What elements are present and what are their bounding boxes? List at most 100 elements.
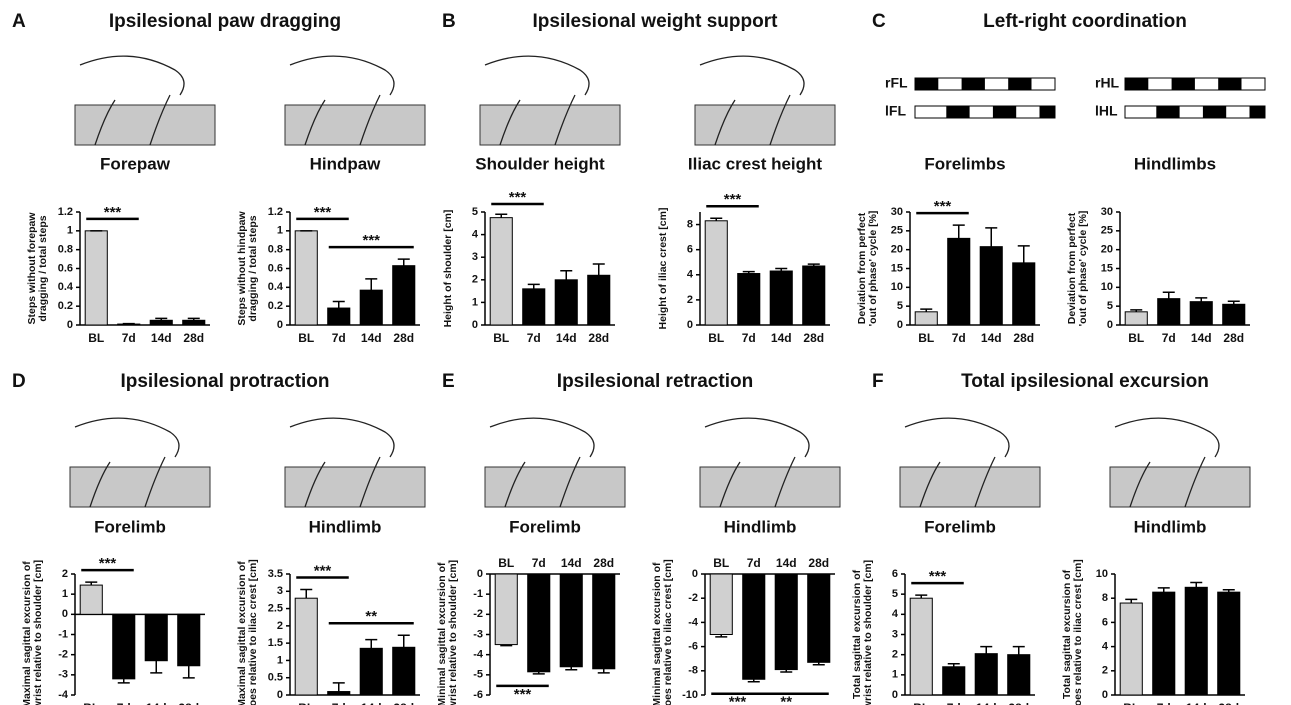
x-tick-label: 14d (146, 701, 167, 705)
bar (710, 574, 732, 635)
x-tick-label: 7d (332, 331, 346, 345)
bar (705, 221, 727, 325)
error-bar (1158, 588, 1170, 592)
x-tick-label: 14d (361, 331, 382, 345)
y-tick-label: 0 (1107, 319, 1113, 331)
gait-bar (915, 106, 1055, 118)
floor-box (75, 105, 215, 145)
gait-label: rHL (1095, 75, 1120, 91)
y-tick-label: 5 (1107, 300, 1113, 312)
subplot-title: Hindlimb (1134, 517, 1207, 536)
y-tick-label: 0 (277, 319, 283, 331)
panel-title: Ipsilesional retraction (557, 371, 753, 392)
floor-box (480, 105, 620, 145)
bar (178, 614, 200, 665)
y-tick-label: -2 (473, 608, 483, 620)
significance-label: *** (99, 555, 117, 572)
y-tick-label: 3 (892, 628, 898, 640)
y-tick-label: -4 (58, 689, 69, 701)
gait-step (1172, 78, 1195, 90)
y-tick-label: -2 (58, 649, 68, 661)
y-tick-label: 0 (67, 319, 73, 331)
bar (948, 238, 970, 325)
panel-letter: C (872, 11, 886, 32)
y-tick-label: 30 (1101, 206, 1113, 218)
y-tick-label: 25 (891, 225, 903, 237)
gait-step (1218, 78, 1241, 90)
x-tick-label: 7d (947, 701, 961, 705)
error-bar (1163, 292, 1175, 298)
panel-letter: E (442, 371, 455, 392)
significance-label: *** (362, 232, 380, 249)
y-tick-label: 6 (1102, 616, 1108, 628)
y-tick-label: 1.5 (268, 637, 283, 649)
y-tick-label: 2 (1102, 665, 1108, 677)
y-tick-label: -1 (58, 628, 68, 640)
floor-box (285, 105, 425, 145)
x-tick-label: BL (713, 556, 729, 570)
error-bar (598, 669, 610, 673)
bar (1190, 302, 1212, 325)
bar (743, 574, 765, 679)
x-tick-label: 28d (178, 701, 199, 705)
significance-label: *** (314, 563, 332, 580)
y-tick-label: 3 (472, 251, 478, 263)
floor-box (70, 467, 210, 507)
x-tick-label: 28d (393, 701, 414, 705)
y-tick-label: 0 (687, 319, 693, 331)
bar (1218, 592, 1240, 695)
bar (593, 574, 615, 669)
x-tick-label: 14d (561, 556, 582, 570)
significance-label: ** (780, 694, 792, 705)
gait-label: rFL (885, 75, 908, 91)
bar (1013, 263, 1035, 325)
error-bar (1018, 246, 1030, 263)
x-tick-label: 7d (742, 331, 756, 345)
y-tick-label: 1 (277, 225, 283, 237)
bar (1153, 592, 1175, 695)
significance-label: *** (104, 204, 122, 221)
floor-box (900, 467, 1040, 507)
x-tick-label: 7d (117, 701, 131, 705)
panel-title: Total ipsilesional excursion (961, 371, 1209, 392)
bar (943, 667, 965, 695)
panel-title: Ipsilesional protraction (120, 371, 329, 392)
bar (85, 231, 107, 325)
error-bar (300, 590, 312, 599)
error-bar (150, 661, 162, 673)
panel-letter: F (872, 371, 884, 392)
error-bar (1125, 599, 1137, 603)
bar (393, 647, 415, 695)
y-tick-label: 2 (62, 568, 68, 580)
gait-step (1125, 78, 1148, 90)
y-tick-label: 0 (277, 689, 283, 701)
y-tick-label: 3.5 (268, 568, 283, 580)
y-tick-label: 20 (1101, 244, 1113, 256)
significance-label: *** (929, 568, 947, 585)
panel-title: Ipsilesional paw dragging (109, 11, 341, 32)
bar (523, 289, 545, 325)
y-tick-label: 4 (1102, 641, 1109, 653)
x-tick-label: 7d (532, 556, 546, 570)
x-tick-label: 28d (803, 331, 824, 345)
error-bar (365, 279, 377, 290)
bar (555, 280, 577, 325)
error-bar (365, 640, 377, 649)
bar (328, 692, 350, 695)
y-tick-label: -3 (58, 669, 68, 681)
y-tick-label: 5 (892, 588, 898, 600)
panel-title: Left-right coordination (983, 11, 1187, 32)
bar (1125, 312, 1147, 325)
bar (495, 574, 517, 645)
x-tick-label: 7d (122, 331, 136, 345)
x-tick-label: BL (918, 331, 934, 345)
subplot-title: Hindlimb (309, 517, 382, 536)
significance-label: *** (314, 204, 332, 221)
x-tick-label: BL (493, 331, 509, 345)
error-bar (333, 683, 345, 692)
subplot-title: Hindlimb (724, 517, 797, 536)
x-tick-label: 14d (976, 701, 997, 705)
x-tick-label: 7d (527, 331, 541, 345)
gait-step (915, 78, 938, 90)
bar (1008, 655, 1030, 695)
